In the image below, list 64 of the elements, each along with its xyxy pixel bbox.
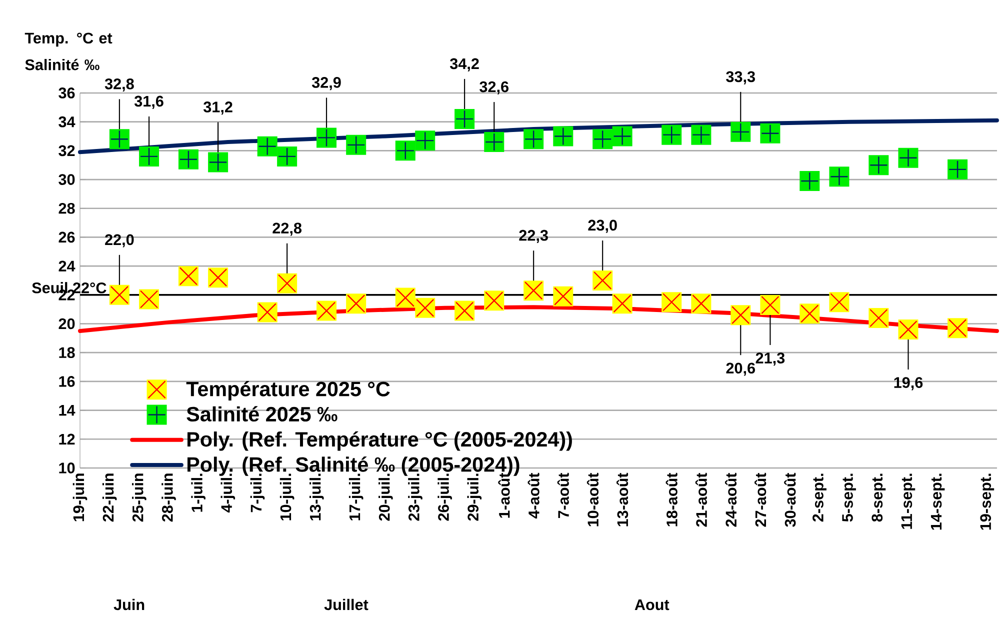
data-label: 21,3 (756, 352, 785, 366)
x-tick-label: 23-juil. (408, 474, 422, 521)
y-tick-label: 36 (58, 88, 75, 98)
y-tick-label: 30 (58, 174, 75, 185)
y-tick-label: 12 (59, 434, 75, 444)
x-tick-label: 30-août (784, 472, 796, 527)
x-tick-label: 18-août (666, 472, 678, 526)
data-label: 31,2 (203, 102, 232, 115)
y-tick-label: 10 (59, 462, 75, 474)
legend-label: Salinité 2025 ‰ (186, 406, 338, 422)
data-label: 23,0 (588, 220, 617, 233)
x-tick-label: 21-août (695, 472, 707, 527)
x-tick-label: 25-juin (132, 474, 146, 522)
data-label: 34,2 (450, 58, 479, 72)
text: Aout (634, 599, 670, 610)
x-tick-label: 29-juil. (467, 474, 482, 521)
legend-label: Température 2025 °C (186, 381, 390, 400)
x-tick-label: 1-juil. (191, 474, 206, 512)
x-tick-label: 7-août (557, 472, 569, 518)
y-tick-label: 16 (59, 376, 75, 387)
y-tick-label: 18 (59, 347, 75, 358)
data-label: 31,6 (134, 96, 164, 109)
x-tick-label: 19-sept. (980, 474, 994, 530)
x-tick-label: 14-sept. (930, 474, 945, 530)
x-tick-label: 19-juin (72, 474, 88, 522)
data-label: 32,9 (312, 77, 341, 90)
text: Juin (114, 598, 144, 610)
y-tick-label: 32 (58, 145, 75, 156)
data-label: 19,6 (894, 377, 923, 390)
x-tick-label: 4-août (528, 472, 540, 518)
data-label: 32,6 (480, 81, 508, 94)
data-label: 20,6 (726, 362, 755, 376)
data-label: 22,3 (519, 230, 548, 243)
x-tick-label: 7-juil. (250, 474, 265, 512)
x-tick-label: 8-sept. (872, 474, 886, 522)
y-tick-label: 24 (58, 260, 76, 272)
x-tick-label: 13-août (616, 472, 628, 526)
x-tick-label: 27-août (754, 472, 766, 527)
x-tick-label: 4-juil. (220, 474, 236, 513)
data-label: 32,8 (104, 78, 134, 92)
x-tick-label: 26-juil. (438, 474, 452, 521)
data-label: 22,8 (272, 222, 302, 236)
x-tick-label: 13-juil. (310, 474, 324, 520)
x-tick-label: 22-juin (102, 474, 117, 522)
x-tick-label: 28-juin (162, 474, 176, 522)
y-tick-label: 28 (58, 202, 75, 214)
y-tick-label: 34 (58, 116, 76, 128)
y-tick-label: 20 (58, 318, 75, 330)
text: Juillet (324, 598, 368, 610)
x-tick-label: 24-août (724, 472, 737, 527)
line-series (78, 118, 999, 154)
x-tick-label: 10-août (586, 472, 599, 526)
x-tick-label: 20-juil. (378, 474, 393, 521)
x-tick-label: 10-juil. (280, 474, 294, 520)
y-tick-label: 26 (58, 232, 75, 243)
y-tick-label: 14 (59, 405, 76, 416)
x-tick-label: 2-sept. (812, 474, 826, 522)
y-axis-title: Temp. °C et Salinité ‰ (24, 32, 112, 70)
legend-label: Poly. (Ref. Température °C (2005-2024)) (187, 431, 572, 451)
data-label: 22,0 (105, 234, 134, 248)
x-tick-label: 11-sept. (901, 474, 916, 529)
data-label: 33,3 (726, 71, 755, 84)
x-tick-label: 5-sept. (842, 474, 856, 522)
x-tick-label: 17-juil. (348, 474, 364, 520)
